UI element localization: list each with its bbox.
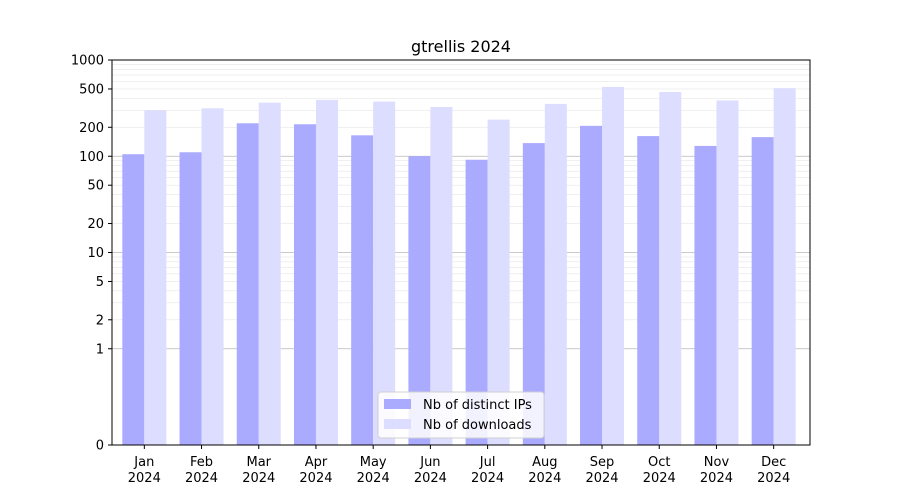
chart-title: gtrellis 2024 [411, 37, 511, 56]
bar-distinct-ips-mar [236, 123, 259, 446]
bar-distinct-ips-sep [580, 125, 603, 445]
legend-swatch [384, 419, 411, 429]
y-tick-label: 2 [96, 313, 104, 328]
x-tick-label: Aug 2024 [528, 455, 561, 486]
bar-downloads-dec [773, 88, 796, 446]
bar-downloads-mar [258, 102, 281, 446]
bar-distinct-ips-jun [408, 156, 431, 445]
x-tick-label: Nov 2024 [700, 455, 733, 486]
x-axis: Jan 2024 Feb 2024 Mar 2024 Apr 2024 May 2024 Jun 20… [128, 445, 790, 486]
y-tick-label: 500 [79, 82, 104, 97]
bar-downloads-apr [315, 99, 338, 445]
x-tick-label: Jun 2024 [414, 455, 447, 486]
x-tick-label: Oct 2024 [643, 455, 676, 486]
legend-box [377, 391, 545, 439]
y-axis: 0 1 2 5 10 20 50 100 200 500 1000 [71, 54, 112, 454]
bar-distinct-ips-aug [522, 143, 545, 446]
bar-downloads-jul [487, 119, 510, 446]
x-tick-label: Apr 2024 [299, 455, 332, 486]
y-tick-label: 10 [87, 246, 104, 261]
bar-downloads-jan [144, 110, 167, 445]
plot-frame [111, 59, 811, 446]
y-tick-label: 5 [96, 275, 104, 290]
bar-downloads-oct [659, 92, 682, 445]
bars [122, 86, 796, 446]
legend-swatch [384, 399, 411, 409]
x-tick-label: Feb 2024 [185, 455, 218, 486]
bar-downloads-aug [544, 103, 567, 445]
bar-distinct-ips-oct [637, 136, 660, 446]
x-tick-label: May 2024 [357, 455, 390, 486]
y-tick-label: 20 [87, 217, 104, 232]
bar-distinct-ips-nov [694, 145, 717, 446]
x-tick-label: Jan 2024 [128, 455, 161, 486]
bar-downloads-feb [201, 108, 224, 446]
grid [112, 64, 810, 350]
x-tick-label: Sep 2024 [585, 455, 618, 486]
y-tick-label: 50 [87, 179, 104, 194]
bar-distinct-ips-jul [465, 159, 488, 446]
bar-downloads-nov [716, 100, 739, 445]
y-tick-label: 0 [96, 439, 104, 454]
bar-distinct-ips-may [351, 135, 374, 445]
bar-distinct-ips-feb [179, 152, 202, 445]
bar-downloads-jun [430, 106, 453, 445]
bar-distinct-ips-apr [293, 124, 316, 445]
bar-distinct-ips-jan [122, 154, 145, 446]
bar-distinct-ips-dec [751, 137, 774, 445]
legend-label: Nb of distinct IPs [423, 398, 532, 413]
legend: Nb of distinct IPs Nb of downloads [377, 391, 545, 439]
y-tick-label: 100 [79, 150, 104, 165]
y-tick-label: 1000 [71, 54, 104, 69]
bar-downloads-sep [602, 86, 625, 446]
y-tick-label: 1 [96, 342, 104, 357]
legend-label: Nb of downloads [423, 418, 532, 433]
y-tick-label: 200 [79, 121, 104, 136]
x-tick-label: Jul 2024 [471, 455, 504, 486]
bar-downloads-may [373, 101, 396, 446]
x-tick-label: Dec 2024 [757, 455, 790, 486]
x-tick-label: Mar 2024 [242, 455, 275, 486]
